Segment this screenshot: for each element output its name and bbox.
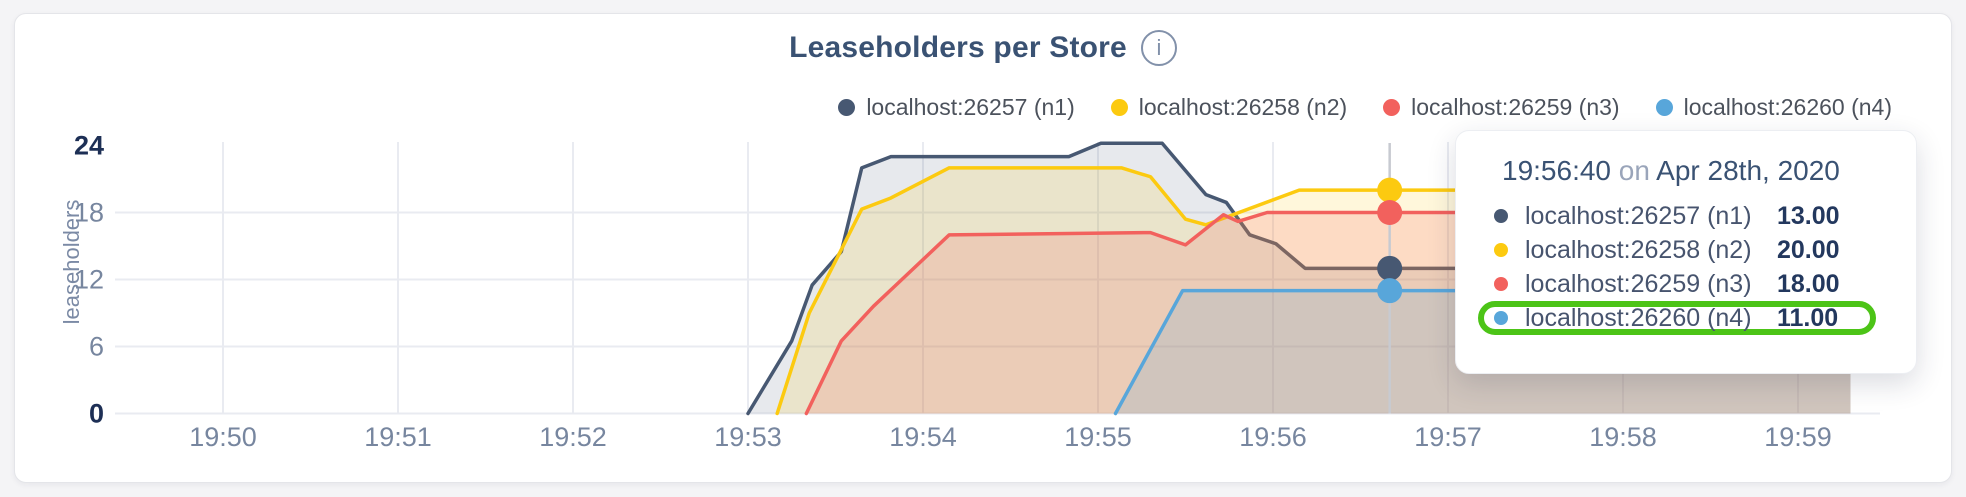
legend-dot-icon xyxy=(1110,99,1128,116)
chart-title: Leaseholders per Store xyxy=(789,31,1127,64)
x-tick-label: 19:50 xyxy=(189,422,257,452)
series-line-n1 xyxy=(746,141,1853,416)
tooltip-row-dot-icon xyxy=(1494,311,1508,325)
chart-header: Leaseholders per Store i xyxy=(0,30,1966,66)
chart-tooltip: 19:56:40 on Apr 28th, 2020 localhost:262… xyxy=(1455,130,1917,374)
tooltip-row: localhost:26258 (n2) 20.00 xyxy=(1478,233,1876,267)
tooltip-rows: localhost:26257 (n1) 13.00 localhost:26258… xyxy=(1478,199,1896,335)
x-tick-label: 19:53 xyxy=(714,422,782,452)
hover-dot-n3 xyxy=(1377,199,1403,225)
tooltip-row-label: localhost:26260 (n4) xyxy=(1525,303,1752,332)
hover-dot-n1 xyxy=(1377,255,1403,281)
legend-dot-icon xyxy=(1655,99,1673,116)
legend-item-n1[interactable]: localhost:26257 (n1) xyxy=(838,94,1075,121)
info-icon[interactable]: i xyxy=(1140,30,1177,66)
legend-item-n4[interactable]: localhost:26260 (n4) xyxy=(1655,94,1892,121)
x-tick-label: 19:54 xyxy=(889,422,957,452)
legend-label: localhost:26258 (n2) xyxy=(1138,94,1348,120)
tooltip-row-dot-icon xyxy=(1494,209,1508,223)
x-tick-label: 19:55 xyxy=(1064,422,1132,452)
tooltip-row: localhost:26257 (n1) 13.00 xyxy=(1478,199,1876,233)
tooltip-date: Apr 28th, 2020 xyxy=(1656,155,1840,186)
tooltip-row-dot-icon xyxy=(1494,277,1508,291)
legend-label: localhost:26257 (n1) xyxy=(866,94,1075,120)
legend-dot-icon xyxy=(1383,99,1401,116)
x-tick-label: 19:51 xyxy=(364,422,432,452)
legend: localhost:26257 (n1) localhost:26258 (n2)… xyxy=(838,94,1892,121)
legend-item-n3[interactable]: localhost:26259 (n3) xyxy=(1383,94,1620,121)
y-tick-label: 6 xyxy=(89,331,104,361)
tooltip-row-value: 13.00 xyxy=(1777,201,1840,230)
tooltip-row-value: 11.00 xyxy=(1777,303,1839,332)
tooltip-header: 19:56:40 on Apr 28th, 2020 xyxy=(1502,155,1896,187)
tooltip-row-dot-icon xyxy=(1494,243,1508,257)
y-tick-label: 12 xyxy=(74,264,104,294)
tooltip-connector: on xyxy=(1618,155,1650,186)
info-icon-glyph: i xyxy=(1156,35,1162,60)
y-tick-label: 0 xyxy=(89,399,104,429)
tooltip-row-label: localhost:26258 (n2) xyxy=(1525,235,1752,264)
tooltip-row-value: 18.00 xyxy=(1777,269,1840,298)
y-tick-label: 24 xyxy=(74,130,104,160)
hover-dot-n4 xyxy=(1377,278,1403,304)
tooltip-row-value: 20.00 xyxy=(1777,235,1840,264)
tooltip-row-label: localhost:26259 (n3) xyxy=(1525,269,1752,298)
x-tick-label: 19:57 xyxy=(1414,422,1482,452)
y-tick-label: 18 xyxy=(74,197,104,227)
x-tick-label: 19:58 xyxy=(1589,422,1657,452)
tooltip-row-label: localhost:26257 (n1) xyxy=(1525,201,1752,230)
tooltip-row: localhost:26259 (n3) 18.00 xyxy=(1478,267,1876,301)
x-tick-label: 19:52 xyxy=(539,422,607,452)
legend-label: localhost:26260 (n4) xyxy=(1683,94,1892,120)
tooltip-time: 19:56:40 xyxy=(1502,155,1611,186)
hover-dot-n2 xyxy=(1377,177,1403,203)
legend-item-n2[interactable]: localhost:26258 (n2) xyxy=(1110,94,1348,121)
series-line-n3 xyxy=(804,210,1853,416)
legend-label: localhost:26259 (n3) xyxy=(1411,94,1620,120)
tooltip-row-highlighted: localhost:26260 (n4) 11.00 xyxy=(1478,301,1876,335)
series-line-n2 xyxy=(775,166,1853,416)
x-tick-label: 19:56 xyxy=(1239,422,1307,452)
legend-dot-icon xyxy=(838,99,856,116)
x-tick-label: 19:59 xyxy=(1764,422,1832,452)
